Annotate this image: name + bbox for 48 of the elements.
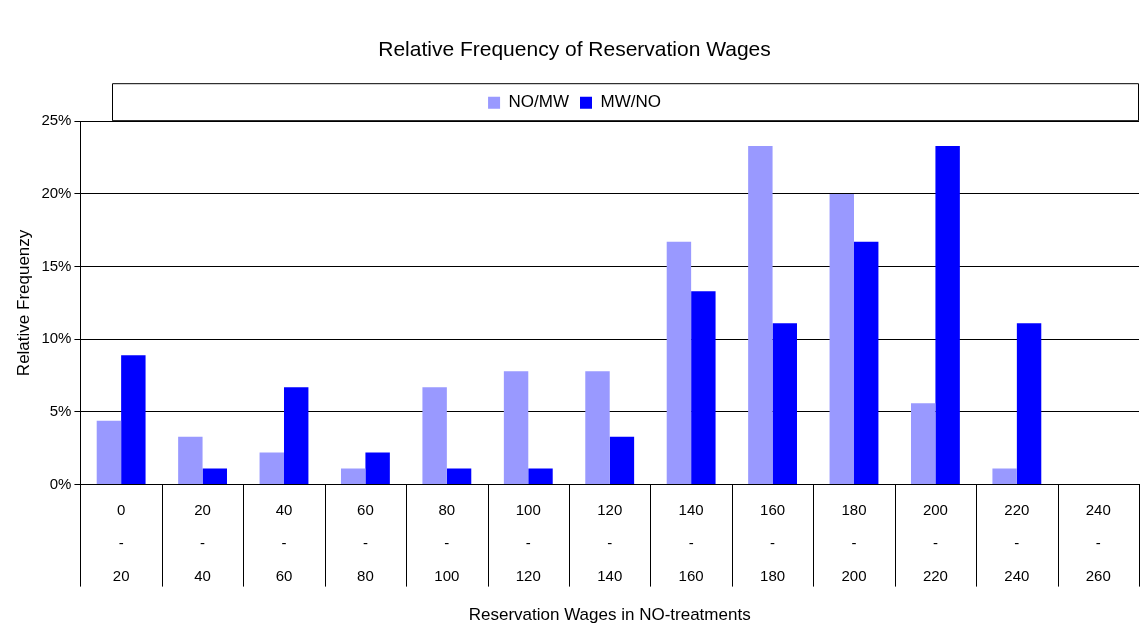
- x-tick-label: 20 - 40: [194, 501, 211, 585]
- bar: [609, 436, 635, 485]
- bar: [202, 468, 227, 485]
- x-tick-label: 80 - 100: [434, 501, 460, 585]
- bar: [829, 193, 854, 485]
- x-tick-label: 220 - 240: [1004, 501, 1030, 585]
- bar: [96, 420, 122, 485]
- bar: [121, 355, 146, 485]
- bar: [284, 387, 309, 485]
- y-tick-label: 25%: [41, 111, 72, 129]
- bar: [422, 387, 447, 485]
- bar: [528, 468, 553, 485]
- bar: [178, 436, 203, 485]
- bar: [691, 291, 716, 485]
- bar: [748, 145, 773, 485]
- y-tick-label: 10%: [41, 329, 72, 347]
- y-tick-label: 20%: [41, 184, 72, 202]
- x-tick-label: 0 - 20: [112, 501, 130, 585]
- legend-label: MW/NO: [600, 92, 661, 112]
- x-tick-label: 200 - 220: [922, 501, 948, 585]
- y-tick-label: 5%: [49, 402, 72, 420]
- bar: [365, 452, 390, 485]
- bar: [666, 241, 692, 485]
- bar: [992, 468, 1017, 485]
- x-tick-label: 100 - 120: [515, 501, 541, 585]
- bar: [911, 403, 936, 485]
- x-axis-title: Reservation Wages in NO-treatments: [468, 605, 751, 625]
- y-axis-title: Relative Frequenzy: [13, 229, 33, 377]
- bar: [446, 468, 472, 485]
- bar: [1016, 323, 1042, 485]
- bar: [503, 371, 529, 485]
- x-tick-label: 240 - 260: [1085, 501, 1111, 585]
- x-tick-label: 40 - 60: [275, 501, 293, 585]
- chart-title: Relative Frequency of Reservation Wages: [378, 37, 771, 61]
- x-tick-label: 160 - 180: [760, 501, 786, 585]
- x-tick-label: 180 - 200: [841, 501, 867, 585]
- bar: [935, 145, 960, 485]
- bar: [585, 371, 610, 485]
- bar: [341, 468, 366, 485]
- legend-label: NO/MW: [508, 92, 570, 112]
- x-tick-label: 140 - 160: [678, 501, 704, 585]
- y-tick-label: 0%: [49, 474, 72, 492]
- x-tick-label: 60 - 80: [357, 501, 374, 585]
- bar: [772, 323, 797, 485]
- y-tick-label: 15%: [41, 256, 72, 274]
- x-tick-label: 120 - 140: [597, 501, 623, 585]
- bar: [259, 452, 284, 485]
- bar: [854, 241, 879, 485]
